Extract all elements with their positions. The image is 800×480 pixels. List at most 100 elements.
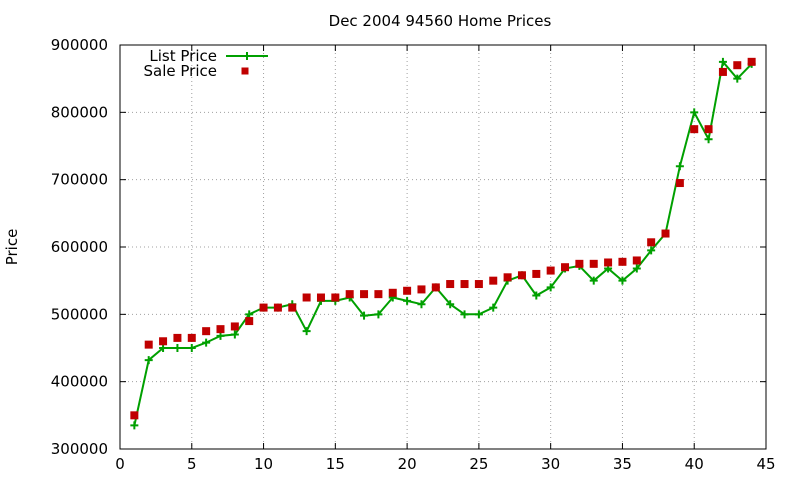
list-price-point bbox=[489, 303, 498, 312]
sale-price-point bbox=[532, 269, 541, 278]
sale-price-point bbox=[575, 259, 584, 268]
list-price-point bbox=[216, 331, 225, 340]
list-price-point bbox=[173, 344, 182, 352]
legend-label-sale-price: Sale Price bbox=[144, 62, 217, 80]
sale-price-point bbox=[173, 333, 182, 342]
x-tick-label: 5 bbox=[187, 455, 197, 473]
sale-price-point bbox=[159, 337, 168, 346]
x-tick-label: 0 bbox=[115, 455, 125, 473]
sale-price-point bbox=[388, 288, 397, 297]
list-price-point bbox=[474, 310, 483, 319]
sale-price-point bbox=[230, 322, 239, 331]
sale-price-point bbox=[288, 303, 297, 312]
sale-price-point bbox=[474, 280, 483, 289]
y-tick-label: 600000 bbox=[51, 238, 108, 256]
sale-price-point bbox=[187, 333, 196, 342]
sale-price-point bbox=[675, 179, 684, 188]
x-tick-label: 45 bbox=[756, 455, 775, 473]
sale-price-point bbox=[704, 125, 713, 134]
list-price-point bbox=[403, 296, 412, 305]
sale-price-point bbox=[503, 273, 512, 282]
sale-price-point bbox=[216, 325, 225, 334]
sale-price-point bbox=[517, 271, 526, 280]
x-tick-label: 40 bbox=[685, 455, 704, 473]
list-price-point bbox=[245, 310, 254, 319]
list-price-point bbox=[733, 74, 742, 83]
y-tick-label: 400000 bbox=[51, 373, 108, 391]
sale-price-point bbox=[316, 293, 325, 302]
sale-price-point bbox=[417, 285, 426, 294]
y-tick-label: 800000 bbox=[51, 103, 108, 121]
sale-price-point bbox=[130, 411, 139, 420]
list-price-point bbox=[302, 327, 311, 336]
list-price-point bbox=[159, 344, 168, 352]
list-price-line bbox=[133, 59, 753, 426]
sale-price-point bbox=[460, 280, 469, 289]
sale-price-point bbox=[331, 293, 340, 302]
list-price-point bbox=[632, 264, 641, 273]
legend-marker-list-price bbox=[243, 52, 251, 60]
y-tick-label: 700000 bbox=[51, 171, 108, 189]
legend: List Price Sale Price bbox=[144, 47, 268, 80]
list-price-point bbox=[647, 246, 656, 255]
list-price-point bbox=[589, 276, 598, 285]
y-tick-label: 900000 bbox=[51, 36, 108, 54]
series-layer bbox=[130, 57, 756, 430]
y-axis-label: Price bbox=[3, 229, 21, 266]
list-price-point bbox=[690, 108, 699, 117]
list-price-point bbox=[374, 310, 383, 319]
sale-price-point bbox=[690, 125, 699, 134]
x-tick-label: 15 bbox=[326, 455, 345, 473]
sale-price-point bbox=[718, 67, 727, 76]
sale-price-point bbox=[360, 290, 369, 299]
sale-price-point bbox=[733, 61, 742, 70]
sale-price-point bbox=[747, 57, 756, 66]
x-tick-label: 25 bbox=[469, 455, 488, 473]
sale-price-point bbox=[632, 256, 641, 265]
y-tick-label: 500000 bbox=[51, 305, 108, 323]
list-price-point bbox=[618, 276, 627, 285]
list-price-point bbox=[130, 421, 139, 430]
sale-price-point bbox=[245, 317, 254, 326]
list-price-point bbox=[446, 300, 455, 309]
y-tick-label: 300000 bbox=[51, 440, 108, 458]
sale-price-point bbox=[273, 303, 282, 312]
list-price-point bbox=[360, 311, 369, 320]
tick-layer: 0 5 10 15 20 25 30 35 40 45 300000 400000 500000 6000… bbox=[51, 36, 776, 473]
list-price-point bbox=[532, 291, 541, 300]
legend-label-list-price: List Price bbox=[149, 47, 217, 65]
list-price-point bbox=[460, 310, 469, 319]
sale-price-point bbox=[345, 290, 354, 299]
list-price-point bbox=[718, 57, 727, 66]
grid-layer bbox=[120, 45, 766, 449]
x-tick-label: 10 bbox=[254, 455, 273, 473]
sale-price-point bbox=[647, 238, 656, 247]
x-tick-label: 30 bbox=[541, 455, 560, 473]
x-tick-label: 35 bbox=[613, 455, 632, 473]
list-price-point bbox=[187, 344, 196, 352]
sale-price-point bbox=[374, 290, 383, 299]
list-price-point bbox=[144, 356, 153, 365]
sale-price-point bbox=[446, 280, 455, 289]
sale-price-point bbox=[546, 266, 555, 275]
x-tick-label: 20 bbox=[398, 455, 417, 473]
list-price-point bbox=[546, 283, 555, 292]
sale-price-point bbox=[202, 327, 211, 336]
plot-frame bbox=[119, 44, 767, 450]
sale-price-point bbox=[561, 263, 570, 272]
sale-price-point bbox=[604, 258, 613, 267]
sale-price-point bbox=[589, 259, 598, 268]
sale-price-point bbox=[431, 283, 440, 292]
list-price-point bbox=[230, 330, 239, 339]
chart-title: Dec 2004 94560 Home Prices bbox=[329, 12, 552, 30]
sale-price-point bbox=[302, 293, 311, 302]
list-price-point bbox=[675, 162, 684, 171]
sale-price-point bbox=[403, 286, 412, 295]
sale-price-point bbox=[489, 276, 498, 285]
sale-price-point bbox=[259, 303, 268, 312]
sale-price-point bbox=[661, 229, 670, 238]
legend-marker-sale-price bbox=[241, 67, 249, 75]
sale-price-point bbox=[144, 340, 153, 349]
list-price-point bbox=[417, 300, 426, 309]
